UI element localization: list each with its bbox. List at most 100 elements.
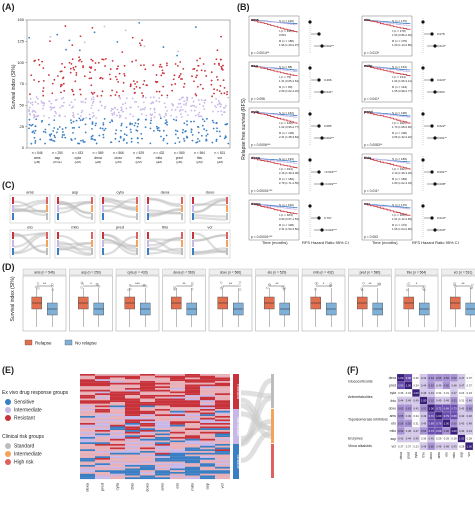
- alluvial-left-bar: [102, 197, 104, 204]
- heatmap-cell: [170, 462, 185, 464]
- data-point: [111, 113, 113, 115]
- matrix-row-label: eto: [391, 422, 396, 426]
- data-point: [220, 106, 222, 108]
- data-point: [219, 102, 221, 104]
- heatmap-cell: [185, 432, 200, 434]
- forest-pvalue: <0.001***: [324, 228, 338, 232]
- heatmap-cell: [215, 388, 230, 390]
- alluvial-left-bar: [147, 197, 149, 204]
- matrix-value: 0.69: [429, 422, 435, 426]
- data-point: [102, 134, 104, 136]
- data-point: [34, 132, 36, 134]
- data-point: [42, 95, 44, 97]
- forest-point: [421, 66, 424, 69]
- data-point: [214, 105, 216, 107]
- legend-norelapse-swatch: [65, 340, 72, 345]
- data-point: [131, 138, 133, 140]
- alluvial-left-bar: [192, 240, 194, 247]
- heatmap-cell: [140, 374, 155, 376]
- data-point: [92, 102, 94, 104]
- heatmap-cell: [125, 453, 140, 455]
- heatmap-cell: [95, 456, 110, 458]
- alluvial-left-bar: [57, 240, 59, 247]
- heatmap-cell: [80, 397, 95, 399]
- km-group-n: S (n = 193): [279, 157, 294, 161]
- data-point: [195, 76, 197, 78]
- heatmap-cell: [95, 420, 110, 422]
- heatmap-cell: [155, 374, 170, 376]
- matrix-value: 0.37: [398, 444, 404, 448]
- heatmap-cell: [95, 416, 110, 418]
- data-point: [130, 83, 132, 85]
- heatmap-cell: [215, 397, 230, 399]
- data-point: [141, 92, 143, 94]
- data-point: [137, 137, 139, 139]
- data-point: [171, 90, 173, 92]
- data-point: [72, 106, 74, 108]
- heatmap-cell: [80, 421, 95, 423]
- alluvial-right-bar: [136, 205, 138, 212]
- heatmap-cell: [125, 381, 140, 383]
- unit-label: (μM): [34, 160, 40, 164]
- heatmap-cell: [185, 390, 200, 392]
- heatmap-cell: [140, 444, 155, 446]
- data-point: [185, 102, 187, 104]
- heatmap-cell: [140, 434, 155, 436]
- data-point: [110, 68, 112, 70]
- forest-point: [308, 66, 311, 69]
- heatmap-cell: [80, 385, 95, 387]
- data-point: [166, 135, 168, 137]
- data-point: [117, 65, 119, 67]
- data-point: [177, 50, 179, 52]
- matrix-value: 0.60: [467, 406, 473, 410]
- side-group-label: Intermediate: [236, 417, 240, 437]
- heatmap-cell: [110, 385, 125, 387]
- alluvial-left-bar: [192, 248, 194, 255]
- data-point: [165, 119, 167, 121]
- alluvial-right-bar: [226, 248, 228, 255]
- heatmap-cell: [125, 420, 140, 422]
- alluvial-right-bar: [136, 232, 138, 239]
- heatmap-cell: [140, 390, 155, 392]
- heatmap-col-label: dexa: [85, 482, 90, 491]
- alluvial-left-bar: [12, 213, 14, 220]
- data-point: [126, 126, 128, 128]
- data-point: [80, 101, 82, 103]
- data-point: [221, 68, 223, 70]
- data-point: [162, 69, 164, 71]
- data-point: [217, 111, 219, 113]
- heatmap-cell: [200, 421, 215, 423]
- data-point: [181, 97, 183, 99]
- heatmap-cell: [95, 418, 110, 420]
- data-point: [89, 118, 91, 120]
- forest-pvalue: 0.767: [324, 216, 332, 220]
- data-point: [151, 114, 153, 116]
- data-point: [69, 62, 71, 64]
- heatmap-cell: [155, 383, 170, 385]
- data-point: [126, 97, 128, 99]
- data-point: [116, 79, 118, 81]
- data-point: [32, 130, 34, 132]
- heatmap-cell: [155, 453, 170, 455]
- heatmap-cell: [110, 400, 125, 402]
- data-point: [122, 103, 124, 105]
- sample-size-label: n = 529: [133, 151, 144, 155]
- heatmap-cell: [80, 465, 95, 467]
- heatmap-cell: [215, 476, 230, 478]
- heatmap-cell: [215, 374, 230, 376]
- data-point: [81, 61, 83, 63]
- heatmap-cell: [125, 425, 140, 427]
- hr-value: 1.64 (1.06-3.11): [392, 79, 412, 83]
- heatmap-cell: [110, 448, 125, 450]
- data-point: [220, 104, 222, 106]
- heatmap-cell: [80, 469, 95, 471]
- heatmap-cell: [110, 411, 125, 413]
- matrix-value: 0.50: [444, 384, 450, 388]
- data-point: [119, 73, 121, 75]
- data-point: [224, 87, 226, 89]
- alluvial-left-bar: [12, 205, 14, 212]
- hr-value: 2.13 (1.36-3.32): [392, 171, 412, 175]
- heatmap-cell: [200, 416, 215, 418]
- data-point: [43, 80, 45, 82]
- heatmap-cell: [215, 425, 230, 427]
